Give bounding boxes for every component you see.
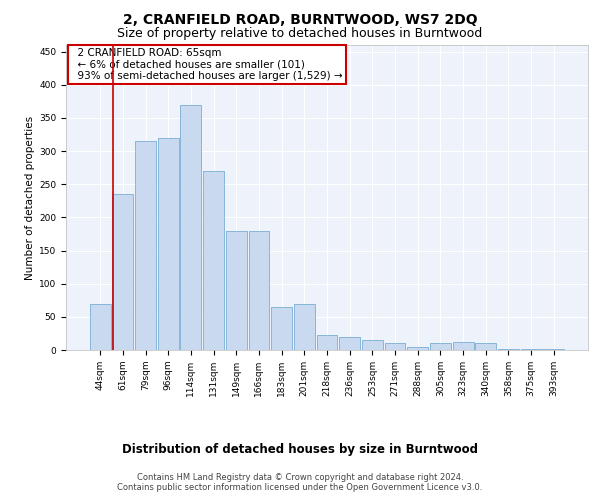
Bar bbox=[248, 230, 269, 350]
Bar bbox=[385, 344, 406, 350]
Bar bbox=[544, 348, 564, 350]
Bar bbox=[452, 342, 473, 350]
Bar bbox=[475, 344, 496, 350]
Bar bbox=[294, 304, 315, 350]
Bar bbox=[181, 104, 202, 350]
Bar bbox=[339, 336, 360, 350]
Bar bbox=[226, 230, 247, 350]
Bar bbox=[158, 138, 179, 350]
Text: Size of property relative to detached houses in Burntwood: Size of property relative to detached ho… bbox=[118, 28, 482, 40]
Text: Distribution of detached houses by size in Burntwood: Distribution of detached houses by size … bbox=[122, 442, 478, 456]
Y-axis label: Number of detached properties: Number of detached properties bbox=[25, 116, 35, 280]
Bar bbox=[112, 194, 133, 350]
Text: 2 CRANFIELD ROAD: 65sqm
  ← 6% of detached houses are smaller (101)
  93% of sem: 2 CRANFIELD ROAD: 65sqm ← 6% of detached… bbox=[71, 48, 343, 82]
Bar bbox=[90, 304, 110, 350]
Bar bbox=[135, 141, 156, 350]
Bar bbox=[271, 307, 292, 350]
Bar bbox=[317, 336, 337, 350]
Text: Contains public sector information licensed under the Open Government Licence v3: Contains public sector information licen… bbox=[118, 484, 482, 492]
Text: 2, CRANFIELD ROAD, BURNTWOOD, WS7 2DQ: 2, CRANFIELD ROAD, BURNTWOOD, WS7 2DQ bbox=[122, 12, 478, 26]
Bar bbox=[430, 344, 451, 350]
Bar bbox=[407, 346, 428, 350]
Bar bbox=[203, 171, 224, 350]
Text: Contains HM Land Registry data © Crown copyright and database right 2024.: Contains HM Land Registry data © Crown c… bbox=[137, 472, 463, 482]
Bar bbox=[362, 340, 383, 350]
